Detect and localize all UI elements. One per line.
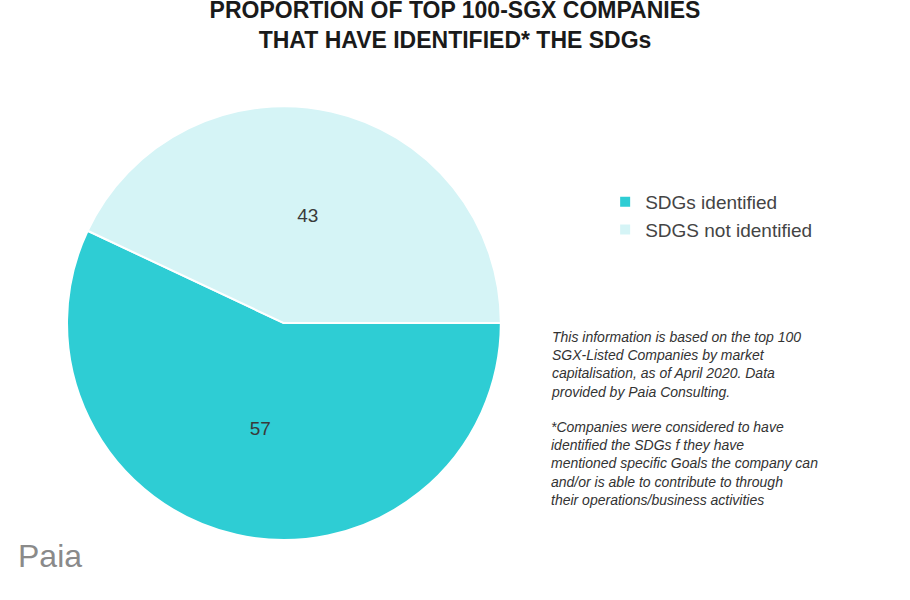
svg-text:This information is based on t: This information is based on the top 100…: [551, 329, 801, 400]
svg-text:PROPORTION OF TOP 100-SGX COMP: PROPORTION OF TOP 100-SGX COMPANIESTHAT …: [210, 0, 701, 53]
svg-text:SDGs identified: SDGs identified: [645, 192, 777, 213]
svg-text:43: 43: [297, 205, 318, 226]
svg-text:SDGS not identified: SDGS not identified: [645, 220, 812, 241]
svg-text:*Companies were considered to: *Companies were considered to haveidenti…: [551, 419, 818, 508]
svg-text:Paia: Paia: [18, 538, 82, 574]
svg-text:57: 57: [250, 418, 271, 439]
